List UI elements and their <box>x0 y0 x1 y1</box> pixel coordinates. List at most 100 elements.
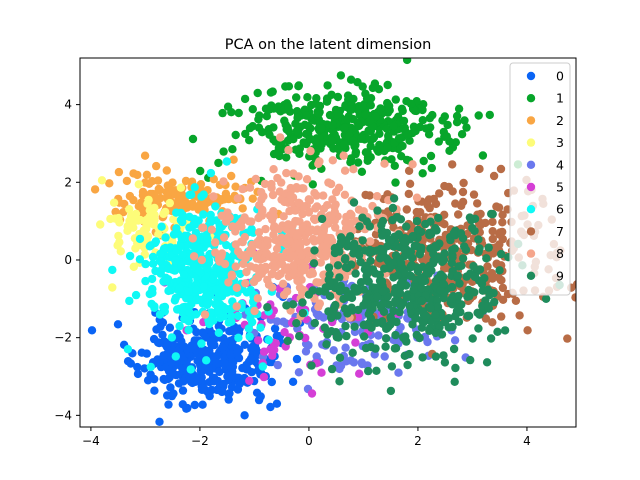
legend-label: 9 <box>556 268 564 283</box>
data-point <box>440 249 449 258</box>
data-point <box>368 83 377 93</box>
data-point <box>425 326 434 335</box>
data-point <box>310 215 320 225</box>
data-point <box>284 102 293 111</box>
data-point <box>427 163 436 173</box>
data-point <box>268 283 277 292</box>
data-point <box>292 93 301 102</box>
data-point <box>293 276 302 286</box>
data-point <box>193 202 202 212</box>
data-point <box>166 383 175 392</box>
data-point <box>327 211 336 221</box>
data-point <box>151 266 160 276</box>
data-point <box>306 146 315 156</box>
data-point <box>108 283 117 292</box>
legend-marker <box>526 271 536 280</box>
data-point <box>408 232 417 241</box>
data-point <box>379 307 389 316</box>
data-point <box>323 236 332 245</box>
data-point <box>176 183 186 192</box>
data-point <box>478 301 487 311</box>
data-point <box>354 205 364 214</box>
y-tick-label: 0 <box>64 253 72 267</box>
data-point <box>376 244 386 254</box>
data-point <box>208 274 218 284</box>
data-point <box>443 120 452 130</box>
data-point <box>242 288 252 297</box>
data-point <box>324 307 333 316</box>
data-point <box>120 199 129 209</box>
data-point <box>189 220 198 229</box>
data-point <box>417 283 426 293</box>
data-point <box>250 306 259 316</box>
data-point <box>341 321 350 331</box>
data-point <box>355 222 364 231</box>
data-point <box>294 198 303 207</box>
legend-marker <box>526 116 536 125</box>
data-point <box>388 203 398 213</box>
data-point <box>259 347 269 356</box>
data-point <box>317 124 326 133</box>
data-point <box>372 192 382 201</box>
data-point <box>372 292 382 302</box>
data-point <box>191 310 201 319</box>
data-point <box>218 387 227 396</box>
data-point <box>135 234 145 244</box>
data-point <box>199 383 208 392</box>
data-point <box>483 262 492 271</box>
data-point <box>343 115 352 124</box>
data-point <box>418 116 427 125</box>
data-point <box>145 242 154 251</box>
data-point <box>251 174 260 184</box>
data-point <box>341 263 350 272</box>
data-point <box>364 366 373 376</box>
data-point <box>307 361 316 370</box>
data-point <box>96 220 105 229</box>
data-point <box>327 136 337 145</box>
data-point <box>279 317 288 326</box>
data-point <box>293 230 302 240</box>
data-point <box>319 191 328 200</box>
data-point <box>412 193 422 202</box>
data-point <box>454 104 464 114</box>
data-point <box>337 237 346 246</box>
data-point <box>402 205 411 214</box>
data-point <box>485 291 494 300</box>
data-point <box>155 417 164 426</box>
data-point <box>488 318 497 327</box>
legend-marker <box>526 249 536 258</box>
legend-label: 5 <box>556 180 564 195</box>
data-point <box>260 179 270 189</box>
data-point <box>198 329 208 338</box>
data-point <box>460 116 469 125</box>
data-point <box>225 389 234 398</box>
data-point <box>355 369 364 378</box>
series-0 <box>87 283 305 426</box>
data-point <box>164 286 173 296</box>
data-point <box>203 300 212 310</box>
legend-marker <box>526 94 536 103</box>
data-point <box>431 328 440 338</box>
data-point <box>304 341 313 350</box>
data-point <box>482 358 492 367</box>
data-point <box>184 287 193 296</box>
data-point <box>264 335 273 345</box>
data-point <box>233 194 242 203</box>
data-point <box>147 299 156 309</box>
data-point <box>212 285 221 294</box>
y-tick-label: 4 <box>64 98 72 112</box>
data-point <box>262 112 271 121</box>
data-point <box>282 240 292 249</box>
data-point <box>399 116 409 126</box>
x-tick-label: −4 <box>82 434 100 448</box>
data-point <box>440 358 450 367</box>
data-point <box>234 333 243 342</box>
data-point <box>279 290 289 300</box>
data-point <box>328 195 337 204</box>
data-point <box>105 179 114 188</box>
data-point <box>394 112 403 122</box>
data-point <box>240 94 250 104</box>
data-point <box>125 191 135 201</box>
data-point <box>420 276 430 286</box>
